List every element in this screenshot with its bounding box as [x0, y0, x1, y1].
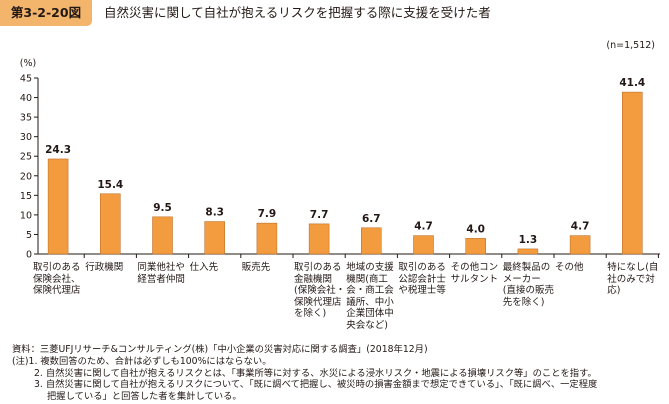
bar: [569, 235, 591, 255]
category-label: 同業他社や 経営者仲間: [137, 262, 185, 285]
bar-value-label: 15.4: [97, 179, 123, 191]
category-label: その他コン サルタント: [450, 262, 499, 285]
bar: [413, 235, 434, 255]
bar: [204, 221, 225, 255]
bar-value-label: 4.7: [571, 221, 590, 233]
bar-chart: (%) 0 5 10 15 20 25 30 35 40 45 24.3 15.4 9.5 8.3 7.9 7.…: [20, 58, 660, 261]
note-3: 3. 自然災害に関して自社が抱えるリスクについて、「既に調べて把握し、被災時の損…: [34, 379, 598, 391]
y-tick-label: 5: [26, 230, 32, 241]
y-tick-label: 35: [20, 113, 32, 124]
y-tick-label: 20: [20, 171, 32, 182]
bar-value-label: 7.7: [310, 209, 329, 221]
bar-value-label: 6.7: [362, 213, 381, 225]
y-tick-label: 10: [20, 210, 32, 221]
chart-title: 自然災害に関して自社が抱えるリスクを把握する際に支援を受けた者: [104, 5, 491, 20]
y-tick-label: 40: [20, 93, 32, 104]
bar-value-label: 41.4: [619, 77, 645, 89]
bar-value-label: 24.3: [45, 144, 71, 156]
y-axis-title: (%): [20, 58, 36, 69]
figure-number-label: 第3-2-20図: [0, 0, 92, 26]
bar-value-label: 9.5: [153, 202, 172, 214]
category-label: 最終製品の メーカー (直接の販売 先を除く): [502, 262, 555, 308]
sample-size-note: (n=1,512): [606, 40, 655, 51]
bar: [256, 222, 278, 255]
bar: [47, 158, 69, 255]
bar: [622, 91, 643, 255]
bar: [465, 238, 486, 255]
bar: [517, 248, 539, 255]
category-label: 特になし(自 社のみで対 応): [607, 262, 659, 296]
bar: [152, 216, 173, 255]
bar-value-label: 7.9: [258, 208, 277, 220]
y-tick-label: 0: [26, 250, 32, 261]
bar-value-label: 1.3: [519, 234, 538, 246]
category-label: その他: [555, 262, 584, 273]
category-label: 取引のある 保険会社、 保険代理店: [33, 262, 81, 296]
category-label: 仕入先: [189, 262, 219, 273]
bar-value-label: 4.7: [414, 221, 433, 233]
note-1: (注)1. 複数回答のため、合計は必ずしも100%にはならない。: [12, 355, 272, 367]
bar: [361, 227, 382, 255]
source-note: 資料：三菱UFJリサーチ&コンサルティング(株)「中小企業の災害対応に関する調査…: [12, 344, 428, 355]
y-tick-label: 30: [20, 132, 32, 143]
category-label: 地域の支援 機関(商工 会・商工会 議所、中小 企業団体中 央会など): [346, 262, 394, 331]
bar: [308, 223, 330, 255]
category-label: 行政機関: [85, 262, 124, 273]
bar: [100, 193, 121, 255]
y-tick-label: 15: [20, 191, 32, 202]
bar-value-label: 4.0: [466, 223, 485, 235]
category-label: 取引のある 公認会計士 や税理士等: [398, 262, 446, 296]
note-2: 2. 自然災害に関して自社が抱えるリスクとは、「事業所等に対する、水災による浸水…: [34, 367, 597, 379]
bar-value-label: 8.3: [205, 207, 224, 219]
y-tick-label: 25: [20, 152, 32, 163]
y-tick-label: 45: [20, 74, 32, 85]
category-label: 販売先: [241, 262, 271, 273]
chart-notes: 資料：三菱UFJリサーチ&コンサルティング(株)「中小企業の災害対応に関する調査…: [12, 344, 662, 403]
note-3-continued: 把握している」と回答した者を集計している。: [47, 391, 242, 403]
category-label: 取引のある 金融機関 (保険会社・ 保険代理店 を除く): [294, 262, 346, 319]
